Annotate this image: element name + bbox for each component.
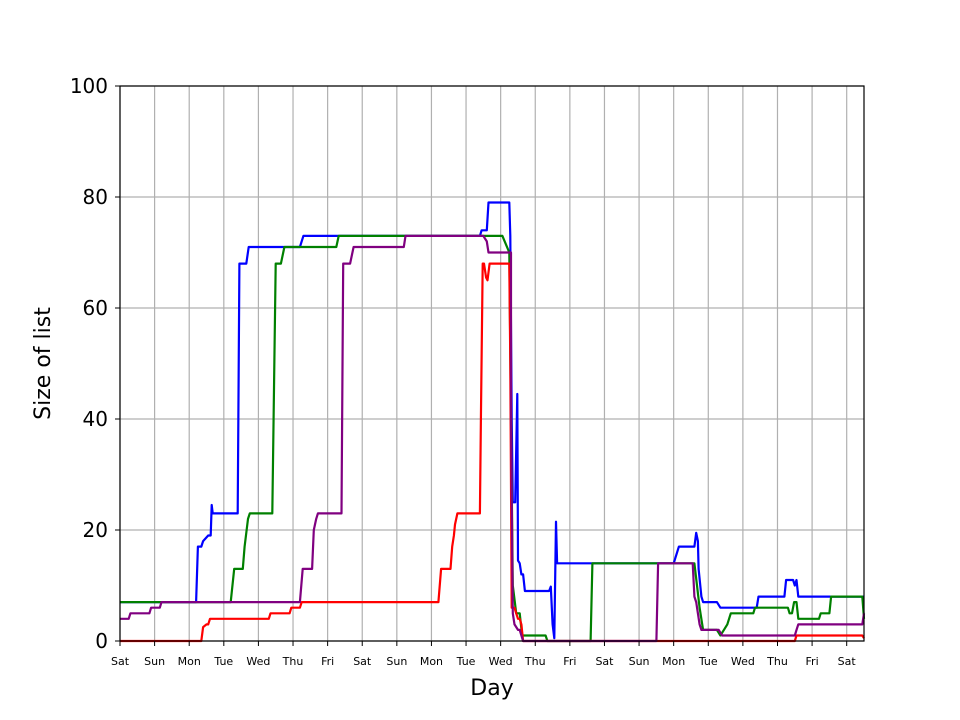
x-tick-label: Mon: [178, 655, 201, 668]
y-tick-label: 0: [95, 629, 108, 653]
x-tick-label: Sat: [353, 655, 372, 668]
x-tick-label: Fri: [321, 655, 334, 668]
plot-frame: [120, 86, 864, 641]
y-tick-label: 20: [83, 518, 108, 542]
x-tick-label: Sun: [144, 655, 165, 668]
x-tick-label: Sat: [595, 655, 614, 668]
x-tick-label: Wed: [246, 655, 270, 668]
x-tick-label: Mon: [420, 655, 443, 668]
x-tick-label: Sat: [838, 655, 857, 668]
x-tick-label: Tue: [456, 655, 476, 668]
y-tick-label: 40: [83, 407, 108, 431]
x-axis-label: Day: [470, 676, 513, 701]
x-tick-label: Thu: [766, 655, 788, 668]
x-tick-label: Fri: [563, 655, 576, 668]
x-tick-label: Thu: [282, 655, 304, 668]
x-tick-label: Tue: [698, 655, 718, 668]
x-tick-label: Sat: [111, 655, 130, 668]
x-tick-label: Wed: [489, 655, 513, 668]
grid: [120, 86, 864, 641]
series-line-2: [120, 236, 864, 641]
series-group: [120, 203, 864, 642]
y-axis-label: Size of list: [31, 307, 56, 420]
series-line-4: [120, 236, 864, 641]
series-line-1: [120, 203, 864, 639]
x-tick-label: Sun: [629, 655, 650, 668]
y-tick-label: 100: [70, 74, 108, 98]
y-tick-label: 60: [83, 296, 108, 320]
x-tick-label: Tue: [213, 655, 233, 668]
y-tick-label: 80: [83, 185, 108, 209]
x-tick-label: Mon: [662, 655, 685, 668]
ticks: Sat Sun Mon Tue Wed Thu Fri Sat Sun Mon Tue Wed Thu F…: [70, 74, 857, 668]
x-tick-label: Wed: [731, 655, 755, 668]
x-tick-label: Fri: [806, 655, 819, 668]
x-tick-label: Sun: [386, 655, 407, 668]
x-tick-label: Thu: [524, 655, 546, 668]
